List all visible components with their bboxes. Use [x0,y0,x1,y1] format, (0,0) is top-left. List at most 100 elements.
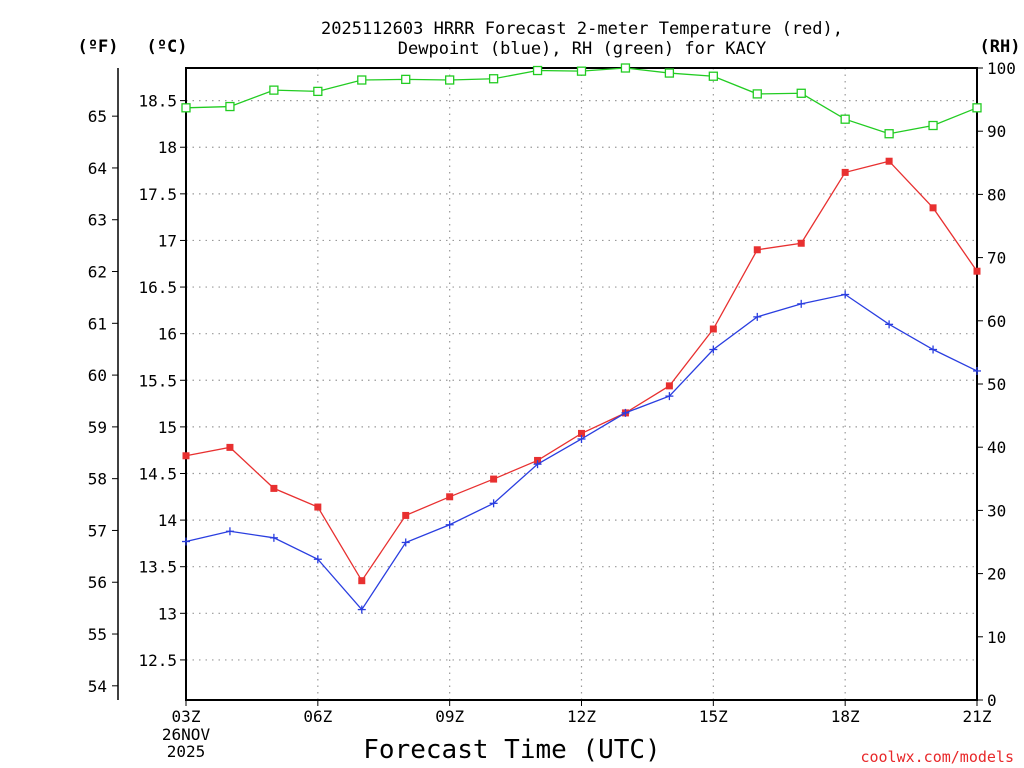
temperature-point [929,204,937,212]
series-layer [181,63,982,614]
rh-point [972,103,982,113]
rh-tick-label: 20 [987,565,1006,584]
temperature-point [753,246,761,254]
chart-title-line1: 2025112603 HRRR Forecast 2-meter Tempera… [321,19,843,39]
fahrenheit-tick-label: 65 [88,107,107,126]
dewpoint-point [885,320,894,329]
celsius-tick-label: 13 [158,604,177,623]
x-tick-label: 09Z [435,707,464,726]
rh-tick-label: 10 [987,628,1006,647]
rh-point [884,129,894,139]
dewpoint-point [445,520,454,529]
dewpoint-point [533,460,542,469]
dewpoint-point [401,538,410,547]
temperature-point [446,493,454,501]
grid-lines [186,68,977,700]
plot-frame [112,67,983,706]
celsius-tick-label: 18 [158,138,177,157]
dewpoint-point [225,527,234,536]
dewpoint-point [489,499,498,508]
temperature-point [797,239,805,247]
rh-point [313,86,323,97]
rh-point [664,68,675,78]
temperature-point [226,443,234,451]
rh-point [840,114,850,124]
x-tick-label: 12Z [567,707,596,726]
celsius-tick-label: 14.5 [138,464,177,483]
rh-point [796,88,806,98]
fahrenheit-tick-label: 55 [88,625,107,644]
fahrenheit-tick-label: 59 [88,418,107,437]
rh-tick-label: 0 [987,691,997,710]
celsius-tick-label: 18.5 [138,92,177,111]
dewpoint-point [797,299,806,308]
axis-labels: 12.5 13 13.5 14 14.5 15 15.5 16 16.5 17 17.5 18 18.5… [88,59,1016,761]
celsius-tick-label: 13.5 [138,558,177,577]
fahrenheit-tick-label: 57 [88,521,107,540]
temperature-point [402,511,410,519]
rh-unit-label: (RH) [980,37,1021,57]
fahrenheit-tick-label: 62 [88,263,107,282]
rh-tick-label: 30 [987,501,1006,520]
dewpoint-point [621,408,630,417]
rh-point [928,120,938,131]
fahrenheit-tick-label: 61 [88,314,107,333]
temperature-point [578,429,585,437]
date-label: 2025 [167,742,206,761]
fahrenheit-tick-label: 64 [88,159,107,178]
dewpoint-point [665,392,674,401]
dewpoint-point [577,434,586,443]
rh-point [225,101,235,112]
dewpoint-point [313,555,322,564]
fahrenheit-tick-label: 58 [88,470,107,489]
x-tick-label: 06Z [303,707,332,726]
rh-point [445,75,455,85]
dewpoint-point [973,366,981,375]
celsius-tick-label: 14 [158,511,177,530]
dewpoint-point [709,345,718,354]
temperature-point [841,168,849,176]
rh-point [488,74,499,84]
rh-tick-label: 90 [987,122,1006,141]
temperature-point [490,475,498,483]
dewpoint-point [357,605,366,614]
rh-point [181,103,191,113]
plot-border [185,67,978,701]
x-tick-label: 15Z [699,707,728,726]
x-axis-title: Forecast Time (UTC) [363,735,660,765]
rh-point [357,75,367,85]
rh-point [532,65,543,76]
x-tick-label: 21Z [963,707,992,726]
rh-point [708,71,718,81]
fahrenheit-tick-label: 63 [88,211,107,230]
dewpoint-point [182,537,190,546]
temperature-point [973,267,981,275]
rh-tick-label: 100 [987,59,1016,78]
temperature-point [885,157,893,165]
temperature-point [182,452,190,460]
celsius-tick-label: 16 [158,325,177,344]
dewpoint-point [841,290,850,299]
date-label: 26NOV [162,725,211,744]
x-tick-label: 03Z [172,707,201,726]
temperature-point [665,382,673,390]
source-credit: coolwx.com/models [860,748,1014,766]
fahrenheit-tick-label: 60 [88,366,107,385]
dewpoint-point [269,533,278,542]
rh-tick-label: 40 [987,438,1006,457]
rh-tick-label: 60 [987,312,1006,331]
temperature-point [358,577,366,585]
dewpoint-point [929,345,938,354]
rh-tick-label: 50 [987,375,1006,394]
fahrenheit-tick-label: 56 [88,573,107,592]
rh-tick-label: 80 [987,185,1006,204]
celsius-unit-label: (ºC) [147,37,188,57]
temperature-point [709,325,717,333]
celsius-tick-label: 17 [158,231,177,250]
rh-point [576,66,587,76]
temperature-point [314,503,322,511]
celsius-tick-label: 12.5 [138,651,177,670]
rh-tick-label: 70 [987,249,1006,268]
chart-title-line2: Dewpoint (blue), RH (green) for KACY [398,39,766,59]
